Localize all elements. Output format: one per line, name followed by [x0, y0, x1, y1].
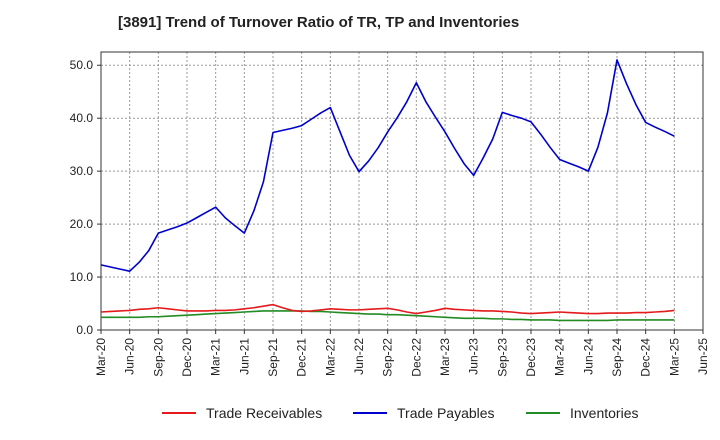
x-tick-label: Sep-20: [151, 338, 165, 377]
x-tick-label: Jun-21: [237, 338, 251, 375]
x-tick-label: Mar-21: [209, 338, 223, 376]
x-tick-label: Dec-20: [180, 338, 194, 377]
legend-swatch-trade-payables: [353, 412, 387, 414]
legend-label-inventories: Inventories: [570, 405, 639, 421]
series-line-trade-payables: [100, 59, 675, 273]
x-tick-label: Dec-24: [639, 338, 653, 377]
x-tick-label: Mar-24: [553, 338, 567, 376]
y-tick-label: 30.0: [70, 164, 94, 178]
x-tick-label: Dec-22: [409, 338, 423, 377]
y-tick-label: 40.0: [70, 111, 94, 125]
series-line-trade-receivables: [100, 303, 675, 315]
legend-label-trade-receivables: Trade Receivables: [206, 405, 323, 421]
legend-swatch-trade-receivables: [162, 412, 196, 414]
x-tick-label: Sep-21: [266, 338, 280, 377]
y-tick-label: 50.0: [70, 58, 94, 72]
series-line-inventories: [101, 310, 675, 322]
x-tick-label: Mar-22: [323, 338, 337, 376]
y-tick-label: 20.0: [70, 217, 94, 231]
x-tick-label: Sep-23: [495, 338, 509, 377]
plot-background: [101, 52, 703, 330]
x-tick-label: Dec-23: [524, 338, 538, 377]
x-tick-label: Mar-23: [438, 338, 452, 376]
x-tick-label: Mar-20: [94, 338, 108, 376]
chart-title: [3891] Trend of Turnover Ratio of TR, TP…: [118, 14, 520, 31]
x-tick-label: Jun-20: [123, 338, 137, 375]
x-tick-label: Jun-24: [581, 338, 595, 375]
x-tick-label: Sep-22: [381, 338, 395, 377]
x-tick-label: Jun-22: [352, 338, 366, 375]
legend-item-inventories: Inventories: [526, 405, 638, 421]
x-tick-label: Mar-25: [667, 338, 681, 376]
plot-frame: [100, 51, 704, 331]
x-tick-label: Jun-23: [467, 338, 481, 375]
x-tick-label: Sep-24: [610, 338, 624, 377]
legend-item-trade-payables: Trade Payables: [353, 405, 495, 421]
legend-swatch-inventories: [526, 412, 560, 414]
x-tick-label: Jun-25: [696, 338, 710, 375]
y-tick-label: 10.0: [70, 270, 94, 284]
legend-label-trade-payables: Trade Payables: [397, 405, 495, 421]
legend-item-trade-receivables: Trade Receivables: [162, 405, 322, 421]
legend: Trade Receivables Trade Payables Invento…: [0, 405, 720, 425]
x-tick-label: Dec-21: [295, 338, 309, 377]
y-tick-label: 0.0: [76, 323, 93, 337]
